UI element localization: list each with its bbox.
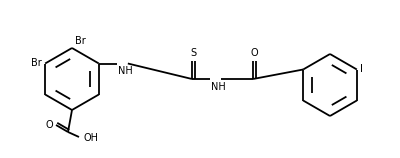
Text: NH: NH — [118, 67, 132, 76]
Text: I: I — [360, 64, 363, 73]
Text: OH: OH — [83, 133, 98, 143]
Text: S: S — [190, 48, 196, 58]
Text: O: O — [250, 48, 258, 58]
Text: Br: Br — [32, 58, 42, 67]
Text: O: O — [45, 120, 53, 130]
Text: NH: NH — [211, 82, 226, 92]
Text: Br: Br — [75, 36, 86, 46]
